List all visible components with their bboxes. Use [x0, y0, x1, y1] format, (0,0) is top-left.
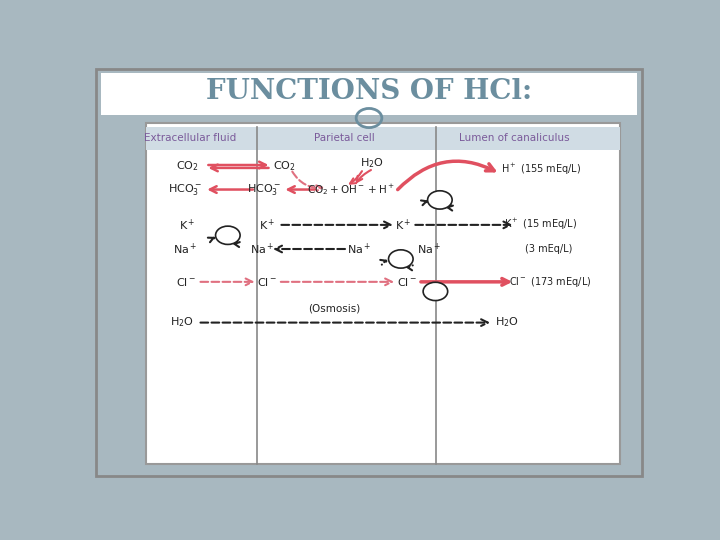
Text: $\mathregular{H_2O}$: $\mathregular{H_2O}$ [170, 316, 194, 329]
FancyBboxPatch shape [145, 127, 620, 150]
Text: $\mathregular{K^+}$: $\mathregular{K^+}$ [259, 217, 276, 233]
Text: $\mathregular{K^+}$: $\mathregular{K^+}$ [179, 217, 196, 233]
Text: $\mathregular{CO_2}$: $\mathregular{CO_2}$ [176, 159, 199, 173]
FancyBboxPatch shape [145, 123, 620, 464]
Text: Parietal cell: Parietal cell [313, 133, 374, 144]
Circle shape [215, 226, 240, 245]
Text: FUNCTIONS OF HCl:: FUNCTIONS OF HCl: [206, 78, 532, 105]
Text: $\mathregular{Cl^-}$: $\mathregular{Cl^-}$ [397, 276, 417, 288]
Text: $\mathregular{H_2O}$: $\mathregular{H_2O}$ [495, 316, 519, 329]
Text: (Osmosis): (Osmosis) [307, 304, 360, 314]
Text: (3 mEq/L): (3 mEq/L) [525, 244, 572, 254]
Text: Extracellular fluid: Extracellular fluid [144, 133, 237, 144]
Text: $\mathregular{Na^+}$: $\mathregular{Na^+}$ [347, 241, 371, 256]
Circle shape [428, 191, 452, 209]
FancyBboxPatch shape [96, 69, 642, 476]
Text: Lumen of canaliculus: Lumen of canaliculus [459, 133, 570, 144]
Text: $\mathregular{Na^+}$: $\mathregular{Na^+}$ [250, 241, 274, 256]
Text: $\mathregular{CO_2}$: $\mathregular{CO_2}$ [273, 159, 296, 173]
Circle shape [423, 282, 448, 301]
Text: $\mathregular{CO_2 + OH^- + H^+}$: $\mathregular{CO_2 + OH^- + H^+}$ [307, 182, 395, 197]
Text: P: P [397, 254, 405, 264]
Text: $\mathregular{K^+}$ (15 mEq/L): $\mathregular{K^+}$ (15 mEq/L) [504, 217, 577, 232]
Text: $\mathregular{Cl^-}$ (173 mEq/L): $\mathregular{Cl^-}$ (173 mEq/L) [509, 275, 592, 289]
FancyBboxPatch shape [101, 73, 637, 114]
Text: P: P [432, 286, 439, 296]
Text: $\mathregular{K^+}$: $\mathregular{K^+}$ [395, 217, 412, 233]
Circle shape [389, 250, 413, 268]
Text: $\mathregular{Na^+}$: $\mathregular{Na^+}$ [173, 241, 197, 256]
Text: P: P [436, 195, 444, 205]
Text: $\mathregular{HCO_3^-}$: $\mathregular{HCO_3^-}$ [247, 182, 282, 197]
Text: $\mathregular{Cl^-}$: $\mathregular{Cl^-}$ [257, 276, 277, 288]
Text: P: P [224, 230, 231, 240]
Text: $\mathregular{HCO_3^-}$: $\mathregular{HCO_3^-}$ [168, 182, 202, 197]
Text: $\mathregular{Cl^-}$: $\mathregular{Cl^-}$ [176, 276, 197, 288]
Text: $\mathregular{H_2O}$: $\mathregular{H_2O}$ [360, 157, 384, 170]
Text: $\mathregular{H^+}$ (155 mEq/L): $\mathregular{H^+}$ (155 mEq/L) [500, 162, 581, 177]
Text: $\mathregular{Na^+}$: $\mathregular{Na^+}$ [417, 241, 441, 256]
